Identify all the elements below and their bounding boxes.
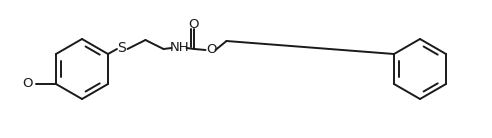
Text: O: O [206,43,217,56]
Text: S: S [118,42,126,55]
Text: O: O [23,77,33,90]
Text: O: O [188,18,199,30]
Text: NH: NH [170,41,189,54]
